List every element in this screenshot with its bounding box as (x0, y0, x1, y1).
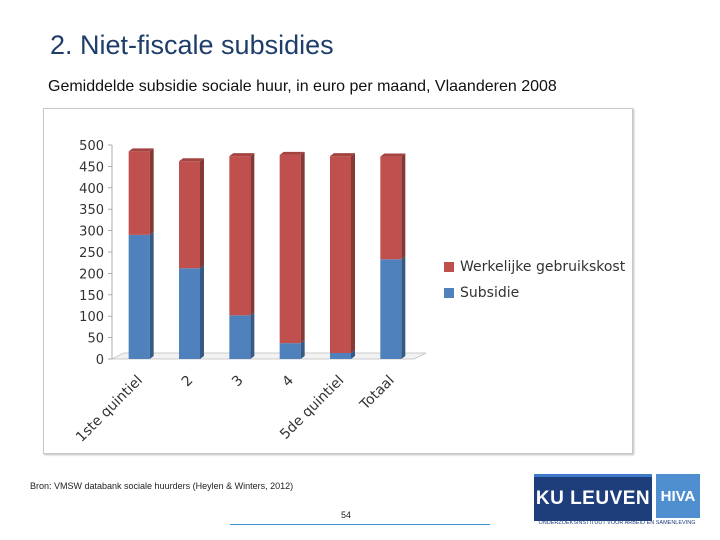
legend-item-werkelijke-gebruikskost: Werkelijke gebruikskost (444, 259, 625, 275)
y-tick-label: 50 (87, 332, 104, 347)
bar-subsidie (229, 315, 251, 359)
legend-swatch-werkelijke-gebruikskost (444, 262, 454, 272)
y-tick-label: 100 (79, 310, 104, 325)
x-tick-label: 4 (279, 372, 297, 390)
legend-label-subsidie: Subsidie (460, 285, 520, 301)
x-tick-label: Totaal (356, 373, 397, 414)
x-tick-label: 2 (179, 373, 197, 391)
chart-legend: Werkelijke gebruikskost Subsidie (444, 259, 625, 311)
bar-side-werkelijke-gebruikskost (200, 158, 204, 269)
bar-werkelijke-gebruikskost (279, 154, 301, 344)
page-number: 54 (341, 510, 352, 520)
legend-item-subsidie: Subsidie (444, 285, 625, 301)
y-tick-label: 350 (79, 203, 104, 218)
bar-top-werkelijke-gebruikskost (229, 153, 255, 157)
bar-side-werkelijke-gebruikskost (250, 153, 255, 316)
bar-subsidie (380, 259, 402, 359)
bar-subsidie (179, 268, 200, 359)
bar-top-werkelijke-gebruikskost (179, 158, 204, 162)
bar-side-subsidie (149, 231, 154, 359)
bar-top-werkelijke-gebruikskost (279, 151, 305, 155)
legend-label-werkelijke-gebruikskost: Werkelijke gebruikskost (460, 259, 626, 275)
bar-subsidie (128, 234, 150, 359)
ku-leuven-logo: KU LEUVEN (534, 474, 652, 521)
x-tick-label: 3 (229, 373, 247, 391)
logo-tagline: ONDERZOEKSINSTITUUT VOOR ARBEID EN SAMEN… (538, 520, 696, 526)
y-tick-label: 0 (96, 353, 104, 368)
bar-top-werkelijke-gebruikskost (380, 153, 406, 157)
y-tick-label: 400 (79, 182, 104, 197)
bar-werkelijke-gebruikskost (330, 156, 351, 354)
y-tick-label: 300 (79, 225, 104, 240)
y-tick-label: 450 (79, 160, 104, 175)
bar-side-subsidie (250, 312, 255, 359)
slide-title: 2. Niet-fiscale subsidies (50, 30, 334, 60)
bar-side-werkelijke-gebruikskost (149, 148, 154, 235)
bar-top-werkelijke-gebruikskost (330, 153, 355, 157)
bar-side-subsidie (200, 265, 204, 359)
y-tick-label: 200 (79, 267, 104, 282)
bar-side-subsidie (351, 350, 355, 359)
x-tick-label: 1ste quintiel (73, 373, 146, 446)
bar-side-werkelijke-gebruikskost (401, 153, 406, 260)
bar-subsidie (279, 343, 301, 359)
bar-side-subsidie (300, 340, 305, 359)
bar-werkelijke-gebruikskost (229, 156, 251, 316)
chart-subtitle: Gemiddelde subsidie sociale huur, in eur… (48, 78, 557, 95)
chart-floor (111, 352, 427, 360)
legend-swatch-subsidie (444, 288, 454, 298)
bar-side-werkelijke-gebruikskost (351, 153, 355, 354)
chart-frame: 0 50 100 150 200 250 300 350 400 450 500 1ste quint… (43, 108, 633, 454)
source-note: Bron: VMSW databank sociale huurders (He… (30, 481, 294, 491)
bar-side-werkelijke-gebruikskost (300, 151, 305, 344)
bar-werkelijke-gebruikskost (380, 156, 402, 260)
stacked-bar-chart: 0 50 100 150 200 250 300 350 400 450 500 1ste quint… (73, 139, 427, 446)
bar-subsidie (330, 353, 351, 359)
bar-werkelijke-gebruikskost (179, 161, 200, 269)
footer-divider (230, 524, 490, 525)
bar-side-subsidie (401, 256, 406, 359)
y-tick-label: 250 (79, 246, 104, 261)
hiva-logo: HIVA (656, 474, 700, 518)
bar-werkelijke-gebruikskost (128, 151, 150, 235)
y-tick-label: 500 (79, 139, 104, 154)
y-tick-label: 150 (79, 289, 104, 304)
bar-top-werkelijke-gebruikskost (128, 148, 154, 152)
